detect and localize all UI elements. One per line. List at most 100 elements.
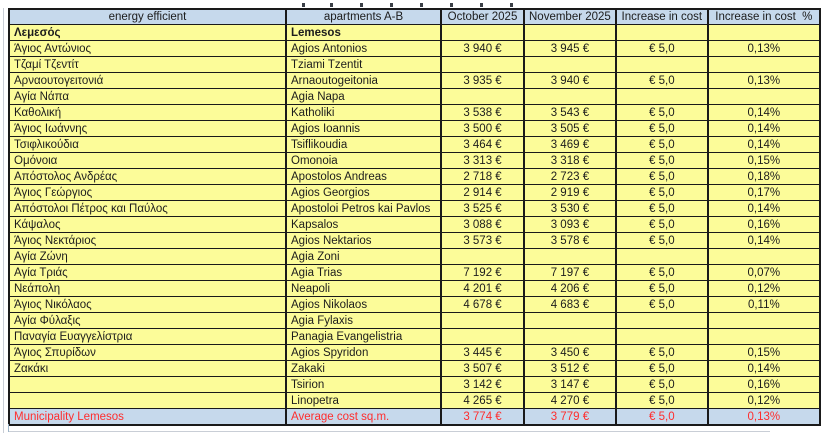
cell-district-english[interactable]: Agia Fylaxis (285, 312, 442, 329)
cell-district-greek[interactable]: Τσιφλικούδια (8, 136, 287, 153)
cell-october-price[interactable] (440, 248, 525, 265)
cell-district-greek[interactable]: Νεάπολη (8, 280, 287, 297)
cell-district-english[interactable]: Agios Spyridon (285, 344, 442, 361)
cell-increase[interactable]: € 5,0 (614, 104, 709, 121)
cell-district-greek[interactable]: Αγία Φύλαξις (8, 312, 287, 329)
cell-district-english[interactable]: Zakaki (285, 360, 442, 377)
cell-november-price[interactable] (523, 328, 617, 345)
cell-district-greek[interactable]: Αρναουτογειτονιά (8, 72, 287, 89)
cell-november-price[interactable]: 3 318 € (523, 152, 617, 169)
cell-increase[interactable]: € 5,0 (614, 264, 709, 281)
cell-october-price[interactable]: 2 914 € (440, 184, 525, 201)
cell-increase[interactable]: € 5,0 (614, 344, 709, 361)
cell-october-price[interactable] (440, 56, 525, 73)
cell-increase[interactable] (614, 88, 709, 105)
cell-increase-pct[interactable]: 0,17% (706, 184, 821, 201)
cell-district-greek[interactable]: Ομόνοια (8, 152, 287, 169)
cell-increase-pct[interactable]: 0,12% (706, 280, 821, 297)
cell-november-price[interactable]: 4 683 € (523, 296, 617, 313)
cell-increase[interactable]: € 5,0 (614, 232, 709, 249)
cell-district-greek[interactable]: Άγιος Ιωάννης (8, 120, 287, 137)
cell-increase-pct[interactable]: 0,15% (706, 344, 821, 361)
cell-november-price[interactable]: 2 723 € (523, 168, 617, 185)
cell-increase-pct[interactable] (706, 56, 821, 73)
cell-increase-pct[interactable] (706, 248, 821, 265)
cell-district-english[interactable]: Neapoli (285, 280, 442, 297)
cell-november-price[interactable]: 3 450 € (523, 344, 617, 361)
cell-increase[interactable]: € 5,0 (614, 360, 709, 377)
cell-district-english[interactable]: Lemesos (285, 24, 442, 41)
cell-november-price[interactable] (523, 88, 617, 105)
cell-increase[interactable]: € 5,0 (614, 376, 709, 393)
cell-increase-pct[interactable] (706, 312, 821, 329)
cell-october-price[interactable]: 4 678 € (440, 296, 525, 313)
cell-increase[interactable]: € 5,0 (614, 168, 709, 185)
cell-district-english[interactable]: Average cost sq.m. (285, 408, 442, 426)
cell-october-price[interactable]: 4 201 € (440, 280, 525, 297)
cell-district-english[interactable]: Tziami Tzentit (285, 56, 442, 73)
cell-november-price[interactable]: 4 270 € (523, 392, 617, 409)
cell-district-english[interactable]: Linopetra (285, 392, 442, 409)
cell-october-price[interactable]: 3 500 € (440, 120, 525, 137)
column-header[interactable]: Increase in cost (614, 8, 709, 25)
cell-district-english[interactable]: Agios Nikolaos (285, 296, 442, 313)
cell-october-price[interactable]: 3 142 € (440, 376, 525, 393)
cell-october-price[interactable] (440, 328, 525, 345)
cell-increase-pct[interactable]: 0,16% (706, 376, 821, 393)
cell-november-price[interactable]: 2 919 € (523, 184, 617, 201)
column-header[interactable]: energy efficient (8, 8, 287, 25)
cell-increase-pct[interactable]: 0,13% (706, 40, 821, 57)
cell-increase-pct[interactable]: 0,14% (706, 360, 821, 377)
cell-increase-pct[interactable]: 0,14% (706, 136, 821, 153)
cell-district-english[interactable]: Agios Georgios (285, 184, 442, 201)
cell-district-english[interactable]: Kapsalos (285, 216, 442, 233)
cell-district-greek[interactable]: Άγιος Αντώνιος (8, 40, 287, 57)
cell-november-price[interactable]: 4 206 € (523, 280, 617, 297)
cell-increase[interactable]: € 5,0 (614, 392, 709, 409)
cell-november-price[interactable]: 3 578 € (523, 232, 617, 249)
cell-november-price[interactable]: 7 197 € (523, 264, 617, 281)
cell-october-price[interactable]: 3 940 € (440, 40, 525, 57)
cell-october-price[interactable]: 2 718 € (440, 168, 525, 185)
cell-district-english[interactable]: Apostolos Andreas (285, 168, 442, 185)
cell-increase[interactable] (614, 24, 709, 41)
cell-november-price[interactable]: 3 530 € (523, 200, 617, 217)
cell-district-english[interactable]: Agios Nektarios (285, 232, 442, 249)
cell-increase-pct[interactable]: 0,14% (706, 200, 821, 217)
cell-october-price[interactable]: 3 538 € (440, 104, 525, 121)
cell-district-english[interactable]: Agia Trias (285, 264, 442, 281)
cell-district-greek[interactable]: Καθολική (8, 104, 287, 121)
cell-increase-pct[interactable]: 0,13% (706, 72, 821, 89)
cell-increase[interactable]: € 5,0 (614, 216, 709, 233)
cell-district-greek[interactable]: Αγία Τριάς (8, 264, 287, 281)
cell-district-english[interactable]: Omonoia (285, 152, 442, 169)
cell-increase[interactable]: € 5,0 (614, 280, 709, 297)
column-header[interactable]: November 2025 (523, 8, 617, 25)
cell-district-greek[interactable]: Λεμεσός (8, 24, 287, 41)
cell-november-price[interactable]: 3 543 € (523, 104, 617, 121)
cell-district-english[interactable]: Agios Ioannis (285, 120, 442, 137)
cell-october-price[interactable]: 3 464 € (440, 136, 525, 153)
cell-district-greek[interactable]: Άγιος Νεκτάριος (8, 232, 287, 249)
cell-increase[interactable]: € 5,0 (614, 408, 709, 426)
cell-increase-pct[interactable]: 0,12% (706, 392, 821, 409)
cell-district-greek[interactable]: Ζακάκι (8, 360, 287, 377)
cell-october-price[interactable]: 3 088 € (440, 216, 525, 233)
cell-november-price[interactable] (523, 312, 617, 329)
cell-district-english[interactable]: Katholiki (285, 104, 442, 121)
cell-increase-pct[interactable]: 0,13% (706, 408, 821, 426)
cell-increase[interactable]: € 5,0 (614, 120, 709, 137)
cell-november-price[interactable]: 3 147 € (523, 376, 617, 393)
cell-increase[interactable]: € 5,0 (614, 136, 709, 153)
cell-october-price[interactable]: 3 935 € (440, 72, 525, 89)
cell-district-english[interactable]: Agia Zoni (285, 248, 442, 265)
cell-october-price[interactable] (440, 312, 525, 329)
column-header[interactable]: Increase in cost % (706, 8, 821, 25)
cell-october-price[interactable]: 7 192 € (440, 264, 525, 281)
cell-district-greek[interactable]: Αγία Νάπα (8, 88, 287, 105)
cell-increase-pct[interactable]: 0,15% (706, 152, 821, 169)
cell-november-price[interactable] (523, 248, 617, 265)
cell-district-greek[interactable]: Άγιος Γεώργιος (8, 184, 287, 201)
cell-november-price[interactable]: 3 945 € (523, 40, 617, 57)
cell-district-greek[interactable]: Απόστολος Ανδρέας (8, 168, 287, 185)
